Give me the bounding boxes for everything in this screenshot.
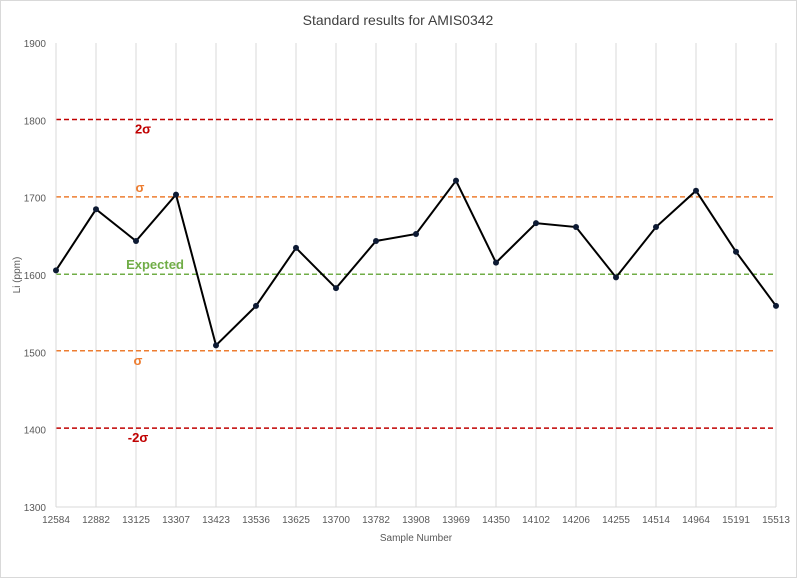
x-tick-label: 15513 [762, 515, 790, 526]
x-tick-label: 13125 [122, 515, 150, 526]
reference-lines: 2σ σ Expected σ -2σ [56, 118, 776, 445]
x-tick-label: 13782 [362, 515, 390, 526]
y-axis-label: Li (ppm) [12, 257, 23, 294]
x-tick-label: 15191 [722, 515, 750, 526]
y-tick-label: 1900 [24, 39, 47, 50]
x-axis-label: Sample Number [380, 533, 453, 544]
data-point[interactable] [573, 224, 579, 231]
data-point[interactable] [653, 224, 659, 231]
data-point[interactable] [253, 302, 259, 309]
y-tick-label: 1300 [24, 503, 47, 514]
data-point[interactable] [493, 259, 499, 266]
x-tick-label: 13307 [162, 515, 190, 526]
data-point[interactable] [413, 231, 419, 238]
reference-line-label: 2σ [135, 122, 151, 137]
data-point[interactable] [173, 191, 179, 198]
data-point[interactable] [773, 302, 779, 309]
data-point[interactable] [613, 274, 619, 281]
x-tick-label: 13700 [322, 515, 350, 526]
y-tick-label: 1600 [24, 271, 47, 282]
data-point[interactable] [373, 237, 379, 244]
reference-line-label: σ [134, 353, 143, 368]
reference-line-label: σ [136, 180, 145, 195]
reference-line-label: Expected [126, 257, 184, 272]
x-tick-label: 12882 [82, 515, 110, 526]
x-tick-label: 13969 [442, 515, 470, 526]
data-point[interactable] [213, 342, 219, 349]
x-tick-label: 14255 [602, 515, 630, 526]
x-tick-label: 14206 [562, 515, 590, 526]
y-tick-label: 1700 [24, 194, 47, 205]
data-point[interactable] [733, 248, 739, 255]
data-point[interactable] [533, 220, 539, 227]
x-tick-label: 13423 [202, 515, 230, 526]
data-series [53, 177, 779, 349]
grid-lines [95, 43, 777, 507]
y-tick-label: 1500 [24, 348, 47, 359]
chart-title: Standard results for AMIS0342 [303, 12, 494, 28]
y-tick-label: 1800 [24, 116, 47, 127]
x-tick-label: 12584 [42, 515, 70, 526]
y-tick-label: 1400 [24, 426, 47, 437]
x-tick-label: 14102 [522, 515, 550, 526]
data-point[interactable] [133, 237, 139, 244]
reference-line-label: -2σ [128, 430, 149, 445]
x-tick-label: 14514 [642, 515, 670, 526]
x-tick-label: 14964 [682, 515, 710, 526]
x-tick-label: 13908 [402, 515, 430, 526]
x-tick-label: 13625 [282, 515, 310, 526]
x-tick-label: 13536 [242, 515, 270, 526]
data-point[interactable] [453, 177, 459, 184]
data-point[interactable] [293, 244, 299, 251]
data-point[interactable] [93, 206, 99, 213]
data-point[interactable] [693, 187, 699, 194]
axes: 12584 12882 13125 13307 13423 13536 13625 13700… [24, 39, 791, 526]
data-point[interactable] [333, 285, 339, 292]
data-point[interactable] [53, 267, 59, 274]
x-tick-label: 14350 [482, 515, 510, 526]
